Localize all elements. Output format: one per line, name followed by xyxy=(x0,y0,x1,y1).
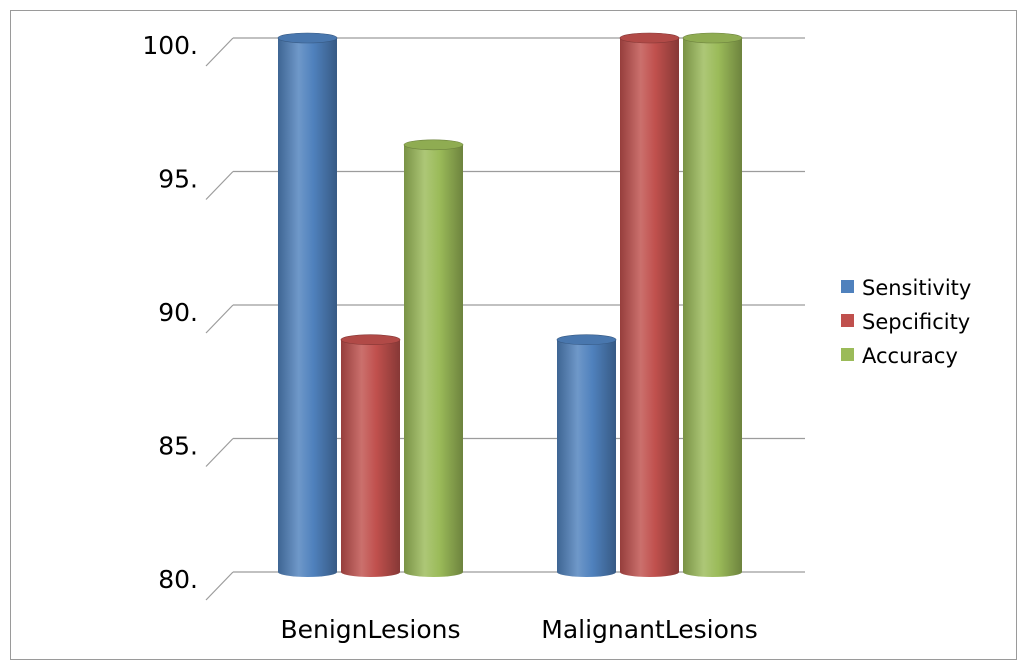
x-category-label: BenignLesions xyxy=(280,615,460,644)
bar xyxy=(619,32,680,577)
legend-item: Sepcificity xyxy=(841,310,970,334)
bar xyxy=(277,32,338,577)
legend-item: Sensitivity xyxy=(841,276,971,300)
y-tick-label: 95. xyxy=(158,165,198,194)
bar xyxy=(340,334,401,577)
legend-item: Accuracy xyxy=(841,344,958,368)
chart-frame xyxy=(10,10,1017,660)
x-category-label: MalignantLesions xyxy=(541,615,757,644)
legend-swatch xyxy=(841,348,854,361)
legend-label: Sepcificity xyxy=(862,310,970,334)
y-tick-label: 90. xyxy=(158,298,198,327)
legend-label: Accuracy xyxy=(862,344,958,368)
y-tick-label: 85. xyxy=(158,432,198,461)
y-tick-label: 80. xyxy=(158,565,198,594)
bar xyxy=(403,139,464,578)
legend: Sensitivity Sepcificity Accuracy xyxy=(841,276,971,368)
y-axis-ticks: 80. 85. 90. 95. 100. xyxy=(142,31,198,594)
legend-label: Sensitivity xyxy=(862,276,971,300)
legend-swatch xyxy=(841,280,854,293)
y-tick-label: 100. xyxy=(142,31,198,60)
bar xyxy=(682,32,743,577)
bar xyxy=(556,334,617,577)
x-axis-labels: BenignLesions MalignantLesions xyxy=(280,615,757,644)
legend-swatch xyxy=(841,314,854,327)
bars xyxy=(277,32,743,578)
